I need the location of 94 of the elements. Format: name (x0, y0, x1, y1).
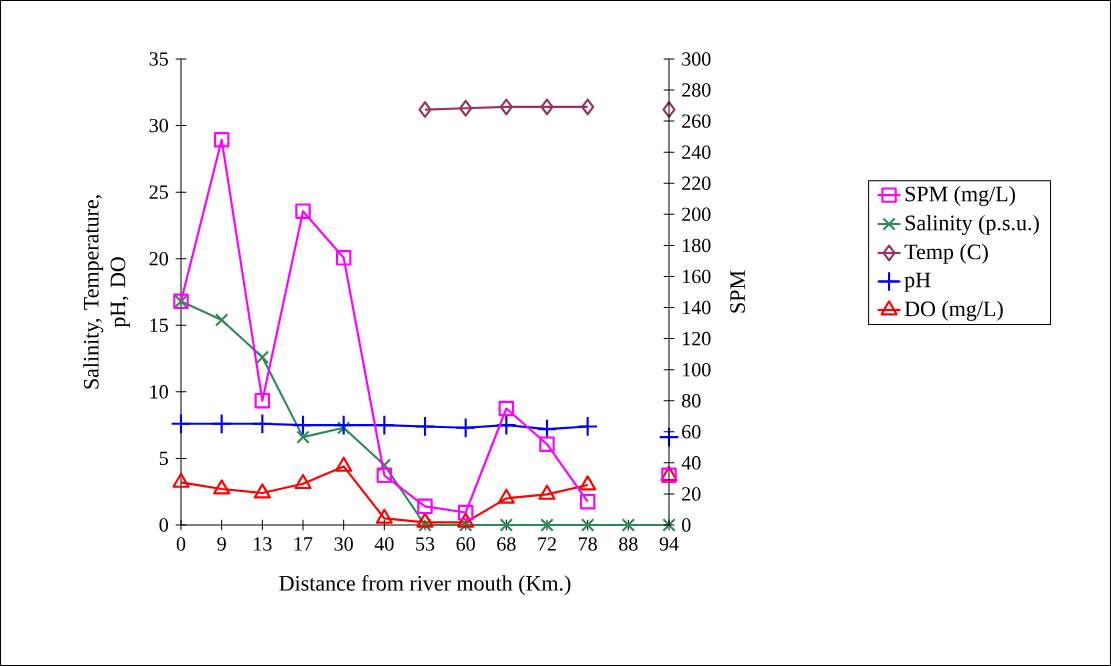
point (414, 416, 436, 437)
point (251, 413, 273, 435)
point (254, 392, 271, 409)
point (455, 417, 477, 439)
point (662, 518, 676, 532)
point (336, 421, 351, 435)
x-tick-label: 13 (254, 537, 272, 551)
point (377, 458, 392, 472)
point (580, 518, 595, 532)
point (172, 472, 190, 488)
point (662, 101, 676, 118)
y2-tick-label: 260 (682, 114, 711, 128)
y2-tick-label: 100 (683, 362, 711, 377)
y2-tick-label: 280 (682, 83, 711, 97)
y-tick-label: 20 (149, 251, 168, 266)
point (579, 475, 597, 491)
y2-tick-label: 240 (682, 145, 711, 159)
point (294, 473, 312, 490)
point (253, 483, 271, 499)
y2-tick-label: 80 (682, 393, 701, 408)
point (417, 498, 433, 515)
point (538, 484, 556, 500)
legend-label: Salinity (p.s.u.) (905, 214, 1039, 235)
y-tick-label: 15 (150, 318, 168, 332)
point (498, 400, 515, 417)
y-tick-label: 10 (150, 385, 168, 399)
y2-tick-label: 140 (683, 300, 711, 315)
y2-tick-label: 40 (681, 456, 701, 470)
y-tick-label: 0 (159, 518, 168, 532)
point (170, 413, 192, 435)
y2-tick-label: 0 (682, 518, 691, 532)
point (335, 456, 353, 472)
y-tick-label: 30 (149, 118, 168, 133)
point (213, 479, 231, 495)
point (333, 414, 355, 436)
point (416, 512, 434, 528)
point (418, 101, 432, 118)
legend-label: SPM (mg/L) (905, 185, 1016, 206)
point (213, 132, 230, 148)
point (375, 508, 393, 524)
y-tick-label: 35 (149, 52, 168, 66)
y2-tick-label: 160 (683, 269, 711, 284)
x-tick-label: 60 (456, 537, 475, 551)
point (621, 518, 636, 532)
point (579, 493, 596, 510)
y2-tick-label: 180 (683, 238, 711, 253)
y-tick-label: 5 (159, 451, 168, 466)
x-tick-label: 53 (416, 537, 435, 551)
point (292, 414, 314, 436)
point (295, 203, 311, 219)
x-tick-label: 0 (176, 537, 186, 551)
x-tick-label: 68 (497, 537, 516, 551)
x-tick-label: 40 (374, 537, 394, 551)
point (499, 518, 514, 532)
x-tick-label: 94 (659, 537, 679, 551)
y2-tick-label: 60 (682, 425, 701, 439)
point (373, 414, 395, 436)
y2-tick-label: 300 (682, 52, 711, 66)
legend-label: Temp (C) (904, 243, 988, 264)
point (540, 98, 554, 116)
point (211, 413, 233, 435)
point (335, 250, 352, 266)
y-axis-title: Salinity, Temperature, pH, DO (83, 195, 130, 389)
y2-tick-label: 220 (682, 176, 711, 190)
legend-label: DO (mg/L) (904, 300, 1003, 321)
legend-label: pH (904, 272, 931, 292)
x-tick-label: 30 (334, 537, 353, 551)
point (458, 518, 473, 532)
point (540, 518, 554, 532)
point (418, 518, 432, 532)
x-tick-label: 17 (294, 537, 313, 551)
point (457, 512, 475, 528)
x-tick-label: 9 (217, 537, 226, 551)
y2-tick-label: 120 (683, 331, 711, 346)
point (457, 504, 474, 521)
point (539, 436, 555, 452)
point (497, 488, 515, 504)
x-axis-title: Distance from river mouth (Km.) (279, 575, 571, 596)
point (495, 414, 517, 436)
y2-axis-title: SPM (730, 270, 745, 313)
y-tick-label: 25 (149, 185, 168, 199)
x-tick-label: 88 (619, 537, 638, 551)
x-tick-label: 72 (538, 537, 556, 551)
point (459, 99, 473, 117)
point (581, 98, 595, 116)
point (296, 430, 310, 444)
y2-tick-label: 200 (682, 207, 711, 222)
point (214, 313, 229, 327)
x-tick-label: 78 (578, 537, 597, 551)
point (577, 416, 599, 437)
y2-tick-label: 20 (682, 487, 701, 501)
point (376, 467, 393, 484)
point (499, 98, 513, 116)
point (255, 350, 270, 364)
